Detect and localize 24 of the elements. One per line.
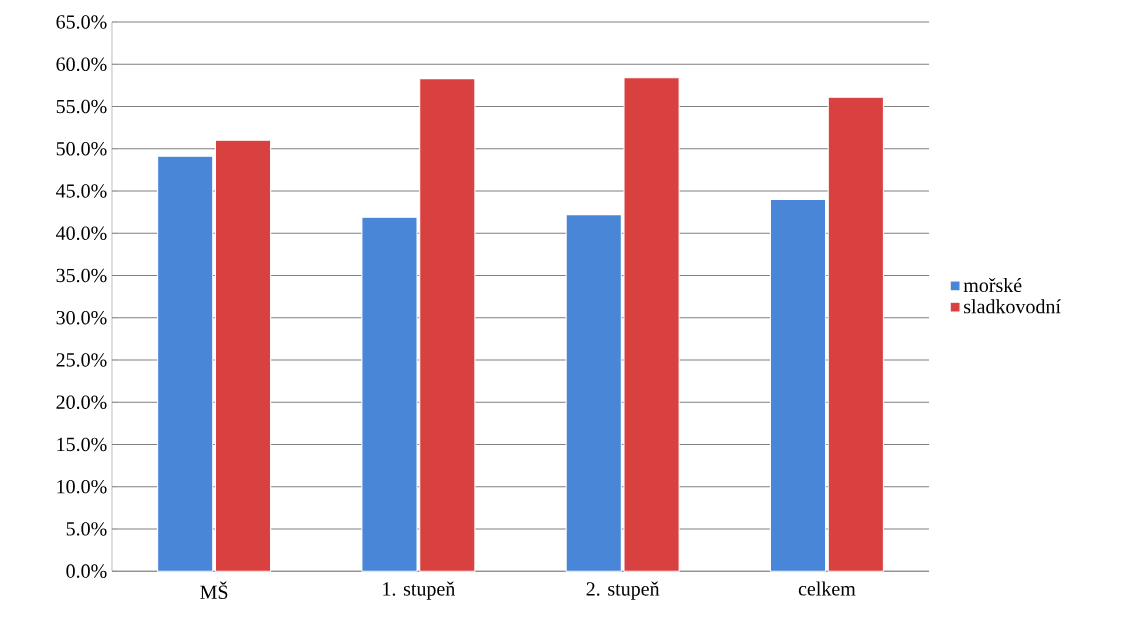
y-tick-label: 25.0% (56, 353, 107, 367)
y-tick-label: 45.0% (56, 184, 107, 198)
y-tick-label: 55.0% (56, 99, 107, 114)
legend-label: mořské (963, 278, 1022, 293)
x-tick-label: 2. stupeň (586, 581, 660, 600)
x-tick-label: MŠ (200, 581, 228, 600)
y-tick-label: 5.0% (66, 522, 107, 536)
y-tick-label: 50.0% (56, 142, 107, 156)
y-tick-label: 10.0% (57, 479, 107, 494)
bar (827, 96, 884, 572)
y-tick-label: 65.0% (56, 15, 107, 29)
y-tick-label: 30.0% (56, 311, 107, 325)
y-tick-label: 0.0% (66, 564, 107, 579)
bar (769, 198, 827, 572)
y-tick-label: 60.0% (56, 57, 107, 72)
x-tick-label: celkem (798, 581, 856, 596)
bar (214, 139, 272, 572)
legend-label: sladkovodní (964, 299, 1061, 314)
y-tick-label: 40.0% (56, 226, 107, 241)
bar (157, 155, 214, 572)
x-tick-label: 1. stupeň (383, 581, 456, 600)
y-tick-label: 15.0% (57, 437, 107, 452)
y-tick-label: 35.0% (56, 268, 107, 283)
y-tick-label: 20.0% (56, 395, 107, 410)
